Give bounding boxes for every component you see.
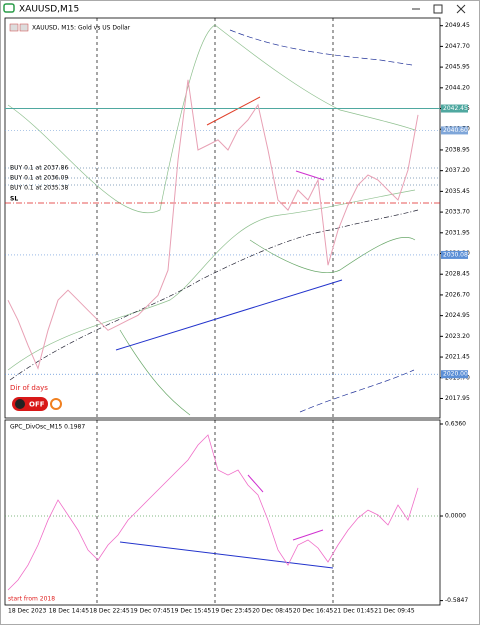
y-tick-label: 2031.95: [445, 229, 470, 236]
price-line: [7, 79, 419, 370]
y-tick-label: 2047.70: [445, 43, 470, 50]
y-tick-label: 2038.95: [445, 146, 470, 153]
trendline: [247, 474, 264, 493]
trade-label: BUY 0.1 at 2036.09: [10, 175, 68, 182]
price-level-box: [441, 104, 468, 113]
symbol-label: XAUUSD, M15: Gold vs US Dollar: [32, 25, 131, 32]
price-level-box: [441, 250, 468, 259]
y-tick-label: 2037.20: [445, 167, 470, 174]
x-tick-label: 19 Dec 15:45: [171, 608, 212, 615]
trendline: [206, 96, 261, 126]
price-level-label: 2020.00: [443, 371, 468, 378]
y-tick-label: 2028.45: [445, 271, 470, 278]
x-tick-label: 21 Dec 01:45: [334, 608, 375, 615]
y-tick-label: 2033.70: [445, 209, 470, 216]
price-level-box: [441, 370, 468, 379]
x-tick-label: 20 Dec 08:45: [252, 608, 293, 615]
oscillator-note: start from 2018: [8, 596, 55, 603]
toggle-knob[interactable]: [15, 399, 25, 409]
y-tick-label: 2026.70: [445, 291, 470, 298]
main-plot: [4, 17, 441, 419]
trendline: [119, 541, 334, 569]
x-tick-label: 19 Dec 23:45: [212, 608, 253, 615]
close-button[interactable]: [456, 4, 466, 14]
trade-label: BUY 0.1 at 2035.38: [10, 185, 68, 192]
band-line: [119, 237, 416, 416]
symbol-icon: [19, 23, 29, 32]
indicator-label: Dir of days: [10, 384, 48, 392]
sl-label: SL: [10, 196, 18, 203]
y-tick-label: -0.5847: [445, 597, 468, 604]
y-tick-label: 2017.95: [445, 395, 470, 402]
lower-envelope: [299, 369, 415, 413]
x-tick-label: 18 Dec 14:45: [49, 608, 90, 615]
toggle-label[interactable]: OFF: [29, 401, 45, 409]
toggle-button[interactable]: OFF: [12, 397, 48, 411]
price-level-label: 2030.08: [443, 251, 468, 258]
trendline: [295, 170, 325, 181]
sub-plot: [4, 419, 441, 606]
x-tick-label: 18 Dec 2023: [8, 608, 47, 615]
y-tick-label: 2024.95: [445, 312, 470, 319]
y-tick-label: 0.6360: [445, 420, 466, 427]
indicator-lines: [5, 24, 440, 569]
maximize-button[interactable]: [433, 4, 443, 14]
window-buttons[interactable]: [412, 4, 466, 14]
band-line: [7, 189, 416, 371]
trendline: [115, 279, 343, 351]
y-tick-label: 2045.95: [445, 64, 470, 71]
price-level-box: [441, 126, 468, 135]
y-tick-label: 2044.20: [445, 84, 470, 91]
settings-icon[interactable]: [50, 398, 62, 410]
upper-envelope: [229, 29, 413, 66]
oscillator-line: [7, 434, 419, 591]
x-tick-label: 19 Dec 07:45: [130, 608, 171, 615]
y-tick-label: 2023.20: [445, 333, 470, 340]
symbol-icon: [9, 23, 19, 32]
y-tick-label: 2021.45: [445, 354, 470, 361]
band-line: [7, 24, 416, 213]
app-icon: [3, 3, 15, 13]
x-tick-label: 21 Dec 09:45: [374, 608, 415, 615]
trade-label: BUY 0.1 at 2037.86: [10, 165, 68, 172]
y-tick-label: 0.0000: [445, 513, 466, 520]
price-level-label: 2042.45: [443, 105, 468, 112]
price-level-label: 2040.60: [443, 127, 468, 134]
trendline: [292, 529, 324, 541]
x-tick-label: 18 Dec 22:45: [89, 608, 130, 615]
window-title: XAUUSD,M15: [19, 5, 79, 15]
day-separators: [96, 18, 334, 605]
y-tick-label: 2035.45: [445, 188, 470, 195]
moving-average: [9, 209, 419, 381]
oscillator-label: GPC_DivOsc_M15 0.1987: [10, 424, 85, 431]
x-tick-label: 20 Dec 16:45: [293, 608, 334, 615]
y-tick-label: 2049.45: [445, 22, 470, 29]
